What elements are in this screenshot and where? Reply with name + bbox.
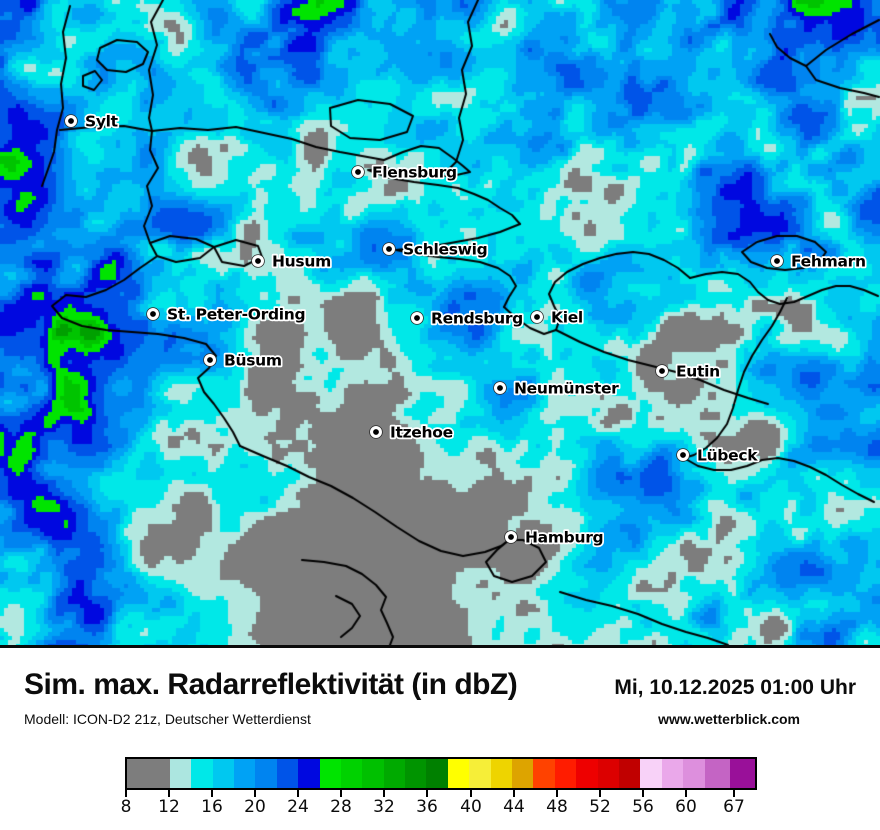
legend-segment — [729, 759, 755, 788]
legend-colorbar — [125, 757, 757, 790]
legend-segment — [319, 759, 341, 788]
radar-reflectivity-canvas — [0, 0, 880, 645]
legend-segment — [212, 759, 234, 788]
legend-tick-label: 32 — [373, 797, 395, 817]
legend-segment — [298, 759, 320, 788]
legend-tick-label: 52 — [589, 797, 611, 817]
legend-segment — [405, 759, 427, 788]
legend-tick-label: 20 — [244, 797, 266, 817]
page-title: Sim. max. Radarreflektivität (in dbZ) — [24, 668, 518, 701]
legend-tick — [685, 790, 687, 797]
legend-tick-label: 40 — [460, 797, 482, 817]
legend-segment — [704, 759, 730, 788]
legend-tick-label: 8 — [120, 797, 132, 817]
legend-segment — [640, 759, 662, 788]
legend-segment — [683, 759, 705, 788]
legend-tick — [168, 790, 170, 797]
legend-tick — [513, 790, 515, 797]
legend-segment — [469, 759, 491, 788]
legend-tick — [470, 790, 472, 797]
legend-tick-label: 24 — [287, 797, 309, 817]
legend-segment — [512, 759, 534, 788]
legend-tick-label: 67 — [723, 797, 745, 817]
legend-segment — [597, 759, 619, 788]
legend-segment — [233, 759, 256, 788]
legend-segment — [661, 759, 684, 788]
legend-segment — [169, 759, 192, 788]
radar-map: Sylt Flensburg Schleswig Husum Fehmarn St. Pe… — [0, 0, 880, 648]
legend-tick-label: 60 — [675, 797, 697, 817]
legend-segment — [533, 759, 555, 788]
legend-tick — [383, 790, 385, 797]
legend-segment — [340, 759, 363, 788]
legend-tick — [254, 790, 256, 797]
legend-tick-label: 56 — [632, 797, 654, 817]
legend-tick — [340, 790, 342, 797]
legend-segment — [554, 759, 577, 788]
legend-tick-label: 28 — [330, 797, 352, 817]
legend-segment — [362, 759, 384, 788]
legend-tick-label: 36 — [416, 797, 438, 817]
legend-tick — [733, 790, 735, 797]
legend-segment — [255, 759, 277, 788]
legend-segment — [383, 759, 406, 788]
legend-segment — [490, 759, 513, 788]
legend-tick-label: 16 — [201, 797, 223, 817]
legend-segment — [618, 759, 641, 788]
legend-tick-label: 44 — [503, 797, 525, 817]
legend-tick — [211, 790, 213, 797]
legend-tick — [642, 790, 644, 797]
legend-segment — [576, 759, 598, 788]
legend-tick — [426, 790, 428, 797]
forecast-datetime: Mi, 10.12.2025 01:00 Uhr — [614, 676, 856, 699]
legend-tick — [125, 790, 127, 797]
model-info: Modell: ICON-D2 21z, Deutscher Wetterdie… — [24, 711, 311, 727]
website-url: www.wetterblick.com — [658, 711, 800, 727]
legend-segment — [276, 759, 299, 788]
legend-tick — [297, 790, 299, 797]
legend-tick-label: 48 — [546, 797, 568, 817]
legend-segment — [127, 759, 170, 788]
legend-segment — [426, 759, 448, 788]
legend-tick — [556, 790, 558, 797]
legend-segment — [447, 759, 470, 788]
legend-segment — [191, 759, 213, 788]
legend-tick — [599, 790, 601, 797]
legend-tick-label: 12 — [158, 797, 180, 817]
